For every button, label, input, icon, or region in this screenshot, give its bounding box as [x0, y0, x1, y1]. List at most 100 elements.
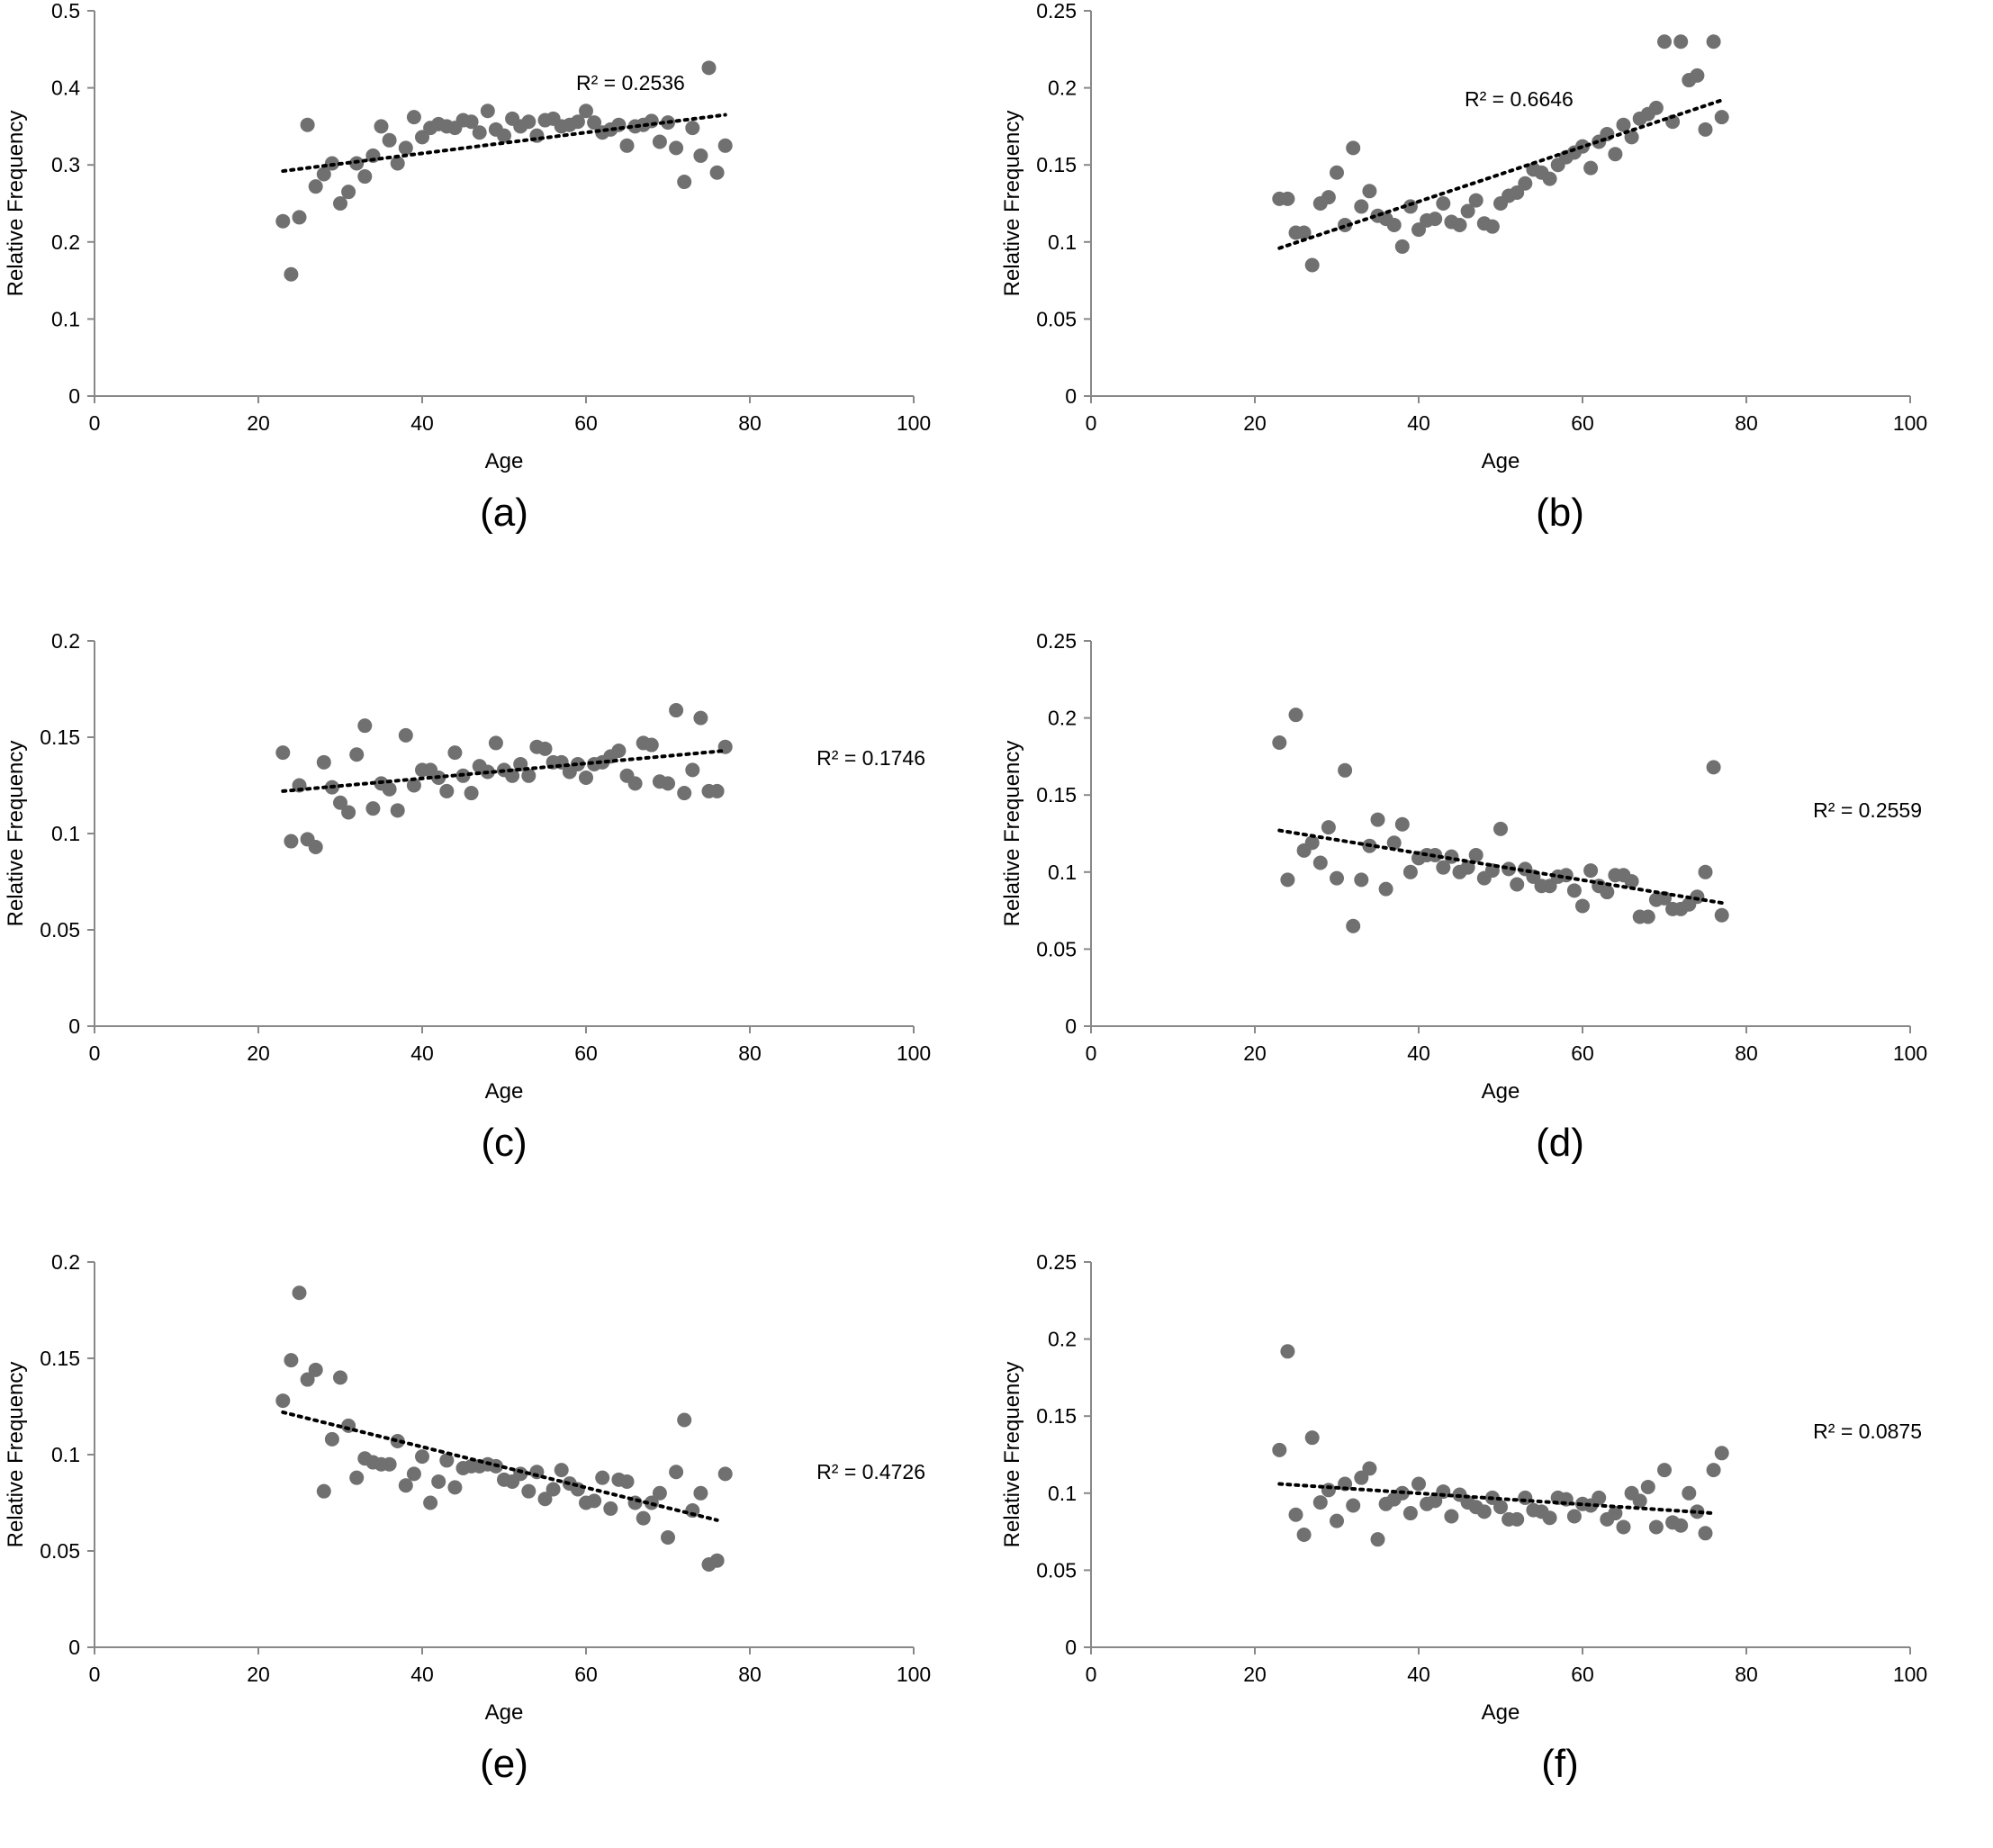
data-point: [464, 786, 479, 801]
x-tick-label: 80: [738, 411, 762, 435]
data-point: [693, 710, 708, 726]
data-point: [1321, 1483, 1336, 1498]
r-squared-annotation: R² = 0.1746: [816, 746, 925, 770]
data-point: [1600, 885, 1615, 900]
y-tick-label: 0.25: [1036, 629, 1077, 653]
data-point: [1706, 1463, 1721, 1478]
data-point: [406, 1466, 421, 1482]
data-point: [390, 1434, 405, 1449]
data-point: [652, 134, 667, 149]
data-point: [1698, 864, 1713, 879]
y-tick-label: 0.05: [40, 918, 80, 942]
chart-panel: 0 0.05 0.1 0.15 0.2 0 20 40 60 80 100 Age Relative F…: [0, 1250, 996, 1848]
data-point: [1378, 881, 1393, 897]
data-point: [300, 117, 315, 132]
data-point: [619, 1474, 635, 1489]
data-point: [1411, 222, 1426, 238]
x-tick-label: 100: [1893, 1663, 1927, 1686]
data-point: [390, 156, 405, 171]
data-point: [677, 1412, 692, 1428]
data-point: [1428, 1493, 1443, 1509]
data-point: [1640, 909, 1655, 924]
panel-caption: (a): [480, 491, 528, 535]
data-point: [1354, 1470, 1369, 1485]
data-point: [1386, 217, 1402, 232]
chart-panel: 0 0.05 0.1 0.15 0.2 0 20 40 60 80 100 Age Relative F…: [0, 629, 996, 1227]
panel-caption: (f): [1541, 1742, 1579, 1786]
data-point: [398, 1478, 413, 1493]
data-point: [693, 1485, 708, 1501]
data-point: [1476, 1504, 1492, 1519]
trend-line: [1277, 1482, 1716, 1516]
x-axis-label: Age: [1482, 1700, 1520, 1725]
data-point: [382, 781, 397, 797]
data-point: [333, 196, 347, 211]
data-point: [365, 148, 381, 163]
y-tick-label: 0.1: [1048, 861, 1077, 884]
data-point: [349, 1470, 365, 1485]
data-point: [1493, 1500, 1508, 1515]
data-point: [644, 737, 659, 753]
data-point: [1370, 812, 1385, 827]
data-point: [1714, 1446, 1729, 1461]
data-point: [717, 1466, 733, 1482]
trend-line: [281, 748, 727, 793]
data-point: [316, 1483, 331, 1499]
x-tick-label: 20: [1243, 411, 1267, 435]
data-point: [292, 210, 307, 225]
data-point: [701, 60, 717, 76]
data-point: [439, 783, 455, 798]
data-point: [1673, 34, 1689, 50]
x-tick-label: 40: [410, 1041, 434, 1065]
data-point: [537, 741, 553, 756]
data-point: [1583, 863, 1599, 879]
data-point: [1394, 816, 1410, 832]
data-point: [1346, 140, 1361, 156]
data-point: [1608, 147, 1623, 162]
data-point: [447, 745, 463, 761]
data-point: [611, 743, 627, 758]
y-tick-label: 0.2: [1048, 77, 1077, 100]
x-tick-label: 0: [1086, 411, 1097, 435]
data-point: [693, 148, 708, 163]
data-point: [1640, 1479, 1655, 1494]
data-point: [497, 128, 511, 143]
data-point: [709, 165, 725, 180]
r-squared-annotation: R² = 0.4726: [816, 1460, 925, 1483]
r-squared-annotation: R² = 0.0875: [1813, 1420, 1922, 1443]
y-tick-label: 0.15: [40, 1347, 80, 1370]
data-point: [1657, 1463, 1672, 1478]
y-axis-label: Relative Frequency: [4, 741, 28, 927]
scatter-plot: 0 0.1 0.2 0.3 0.4 0.5 0 20 40 60 80 100 Age Relative …: [4, 0, 931, 473]
data-point: [1436, 860, 1451, 875]
chart-panel: 0 0.05 0.1 0.15 0.2 0.25 0 20 40 60 80 100 Age Relati…: [996, 0, 1993, 597]
data-point: [398, 727, 413, 743]
data-point: [1312, 1495, 1328, 1510]
data-point: [415, 1449, 429, 1465]
x-tick-label: 0: [1086, 1041, 1097, 1065]
data-point: [1386, 835, 1402, 851]
data-point: [1330, 870, 1344, 886]
data-point: [1280, 872, 1295, 888]
data-point: [406, 778, 421, 793]
data-point: [1542, 879, 1557, 894]
panel-caption: (e): [480, 1742, 528, 1786]
x-tick-label: 100: [897, 1041, 931, 1065]
data-point: [1632, 1493, 1647, 1509]
data-point: [1272, 1442, 1287, 1457]
data-point: [382, 132, 397, 148]
data-point: [1510, 1511, 1525, 1527]
data-point: [472, 125, 487, 140]
data-point: [595, 1470, 610, 1485]
x-tick-label: 60: [574, 1663, 598, 1686]
data-point: [1542, 1510, 1557, 1526]
data-point: [1330, 1513, 1344, 1528]
data-point: [636, 1510, 651, 1526]
data-point: [546, 1482, 561, 1497]
data-point: [365, 801, 381, 816]
data-point: [488, 735, 503, 751]
chart-panel: 0 0.05 0.1 0.15 0.2 0.25 0 20 40 60 80 100 Age Relati…: [996, 629, 1993, 1227]
y-tick-label: 0: [1065, 384, 1077, 408]
data-point: [1468, 847, 1483, 862]
y-tick-label: 0.2: [51, 629, 80, 653]
